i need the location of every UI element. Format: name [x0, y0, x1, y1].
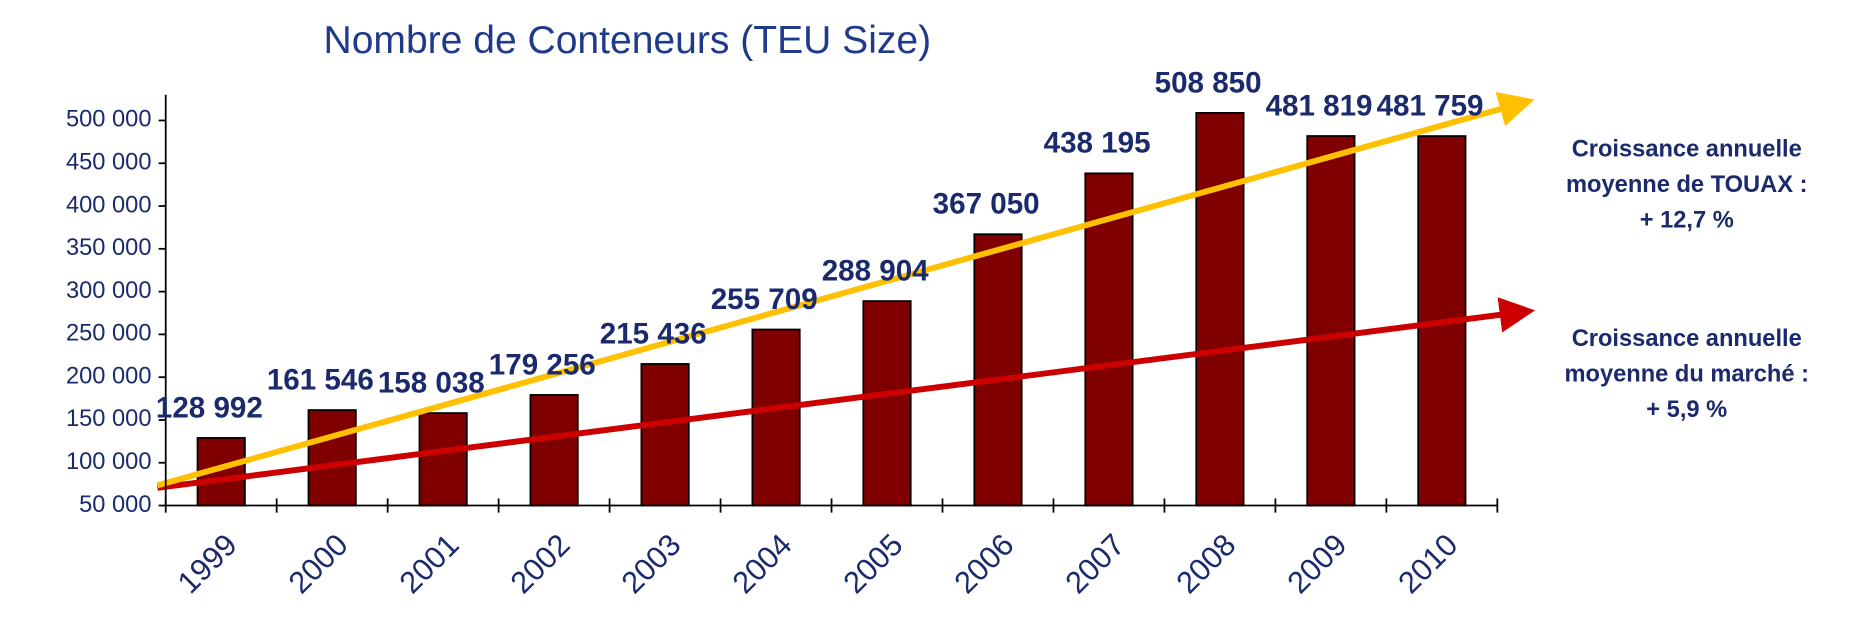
value-label: 158 038: [378, 366, 485, 399]
bar: [973, 233, 1023, 507]
y-tick-label: 200 000: [66, 363, 152, 389]
x-tick-label: 2000: [282, 527, 355, 600]
y-tick-label: 300 000: [66, 278, 152, 304]
value-label: 481 759: [1377, 89, 1484, 122]
touax-arrow: [156, 91, 1535, 489]
bar: [1306, 135, 1356, 507]
annotation: + 12,7 %: [1640, 208, 1734, 234]
bar: [862, 300, 912, 507]
x-tick-label: 2006: [947, 527, 1020, 600]
annotation: + 5,9 %: [1646, 397, 1727, 423]
y-tick-label: 250 000: [66, 321, 152, 347]
annotation: Croissance annuelle: [1572, 326, 1802, 352]
x-tick-label: 2007: [1058, 527, 1131, 600]
market-arrow: [157, 297, 1536, 491]
bar: [1084, 172, 1134, 507]
bar: [418, 412, 468, 507]
x-tick-label: 2010: [1391, 527, 1464, 600]
bar: [529, 394, 579, 507]
value-label: 288 904: [822, 255, 929, 288]
y-tick-label: 400 000: [66, 192, 152, 218]
x-tick-label: 2001: [393, 527, 466, 600]
value-label: 367 050: [933, 188, 1040, 221]
value-label: 481 819: [1266, 89, 1373, 122]
value-label: 438 195: [1044, 127, 1151, 160]
value-label: 179 256: [489, 348, 596, 381]
x-tick-label: 2002: [503, 527, 576, 600]
value-label: 215 436: [600, 317, 707, 350]
x-tick-label: 2003: [614, 527, 687, 600]
y-tick-label: 500 000: [66, 107, 152, 133]
annotation: moyenne de TOUAX :: [1566, 172, 1807, 198]
annotation: Croissance annuelle: [1572, 137, 1802, 163]
bar: [751, 328, 801, 507]
x-tick-label: 1999: [171, 527, 244, 600]
value-label: 161 546: [267, 363, 374, 396]
x-tick-label: 2005: [836, 527, 909, 600]
y-tick-label: 450 000: [66, 150, 152, 176]
y-tick-label: 350 000: [66, 235, 152, 261]
bar: [307, 409, 357, 507]
annotation: moyenne du marché :: [1564, 362, 1809, 388]
value-label: 508 850: [1155, 66, 1262, 99]
x-tick-label: 2008: [1169, 527, 1242, 600]
chart-title: Nombre de Conteneurs (TEU Size): [324, 19, 932, 62]
bar: [1195, 112, 1245, 507]
x-tick-label: 2009: [1280, 527, 1353, 600]
value-label: 255 709: [711, 283, 818, 316]
bar: [640, 363, 690, 507]
value-label: 128 992: [156, 391, 263, 424]
y-tick-label: 50 000: [79, 492, 151, 518]
y-tick-label: 150 000: [66, 406, 152, 432]
y-tick-label: 100 000: [66, 449, 152, 475]
x-tick-label: 2004: [725, 527, 798, 600]
